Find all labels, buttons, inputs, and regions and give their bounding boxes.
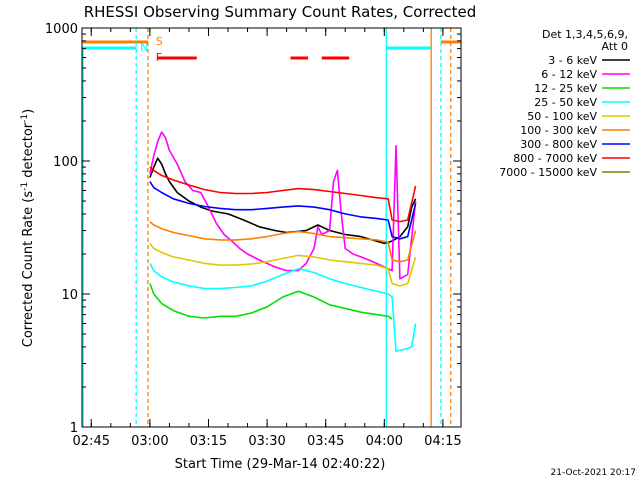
- flag-s-label: S: [156, 35, 163, 48]
- y-tick-label: 1: [70, 421, 78, 436]
- x-tick-label: 03:30: [248, 434, 285, 449]
- legend-entry-12-25-kev: 12 - 25 keV: [534, 82, 597, 95]
- y-axis-label-sup1: -1: [20, 182, 30, 191]
- y-axis-label-end: ): [21, 109, 36, 114]
- y-tick-label: 100: [53, 155, 78, 170]
- x-tick-label: 04:15: [424, 434, 461, 449]
- x-tick-label: 03:15: [190, 434, 227, 449]
- series-group: [149, 131, 417, 353]
- x-tick-label: 03:00: [131, 434, 168, 449]
- y-tick-label: 10: [61, 288, 78, 303]
- chart-title: RHESSI Observing Summary Count Rates, Co…: [84, 3, 477, 21]
- legend-header-1: Det 1,3,4,5,6,9,: [542, 28, 628, 41]
- series-line-6-12-kev: [149, 131, 417, 280]
- plot-frame: [81, 27, 462, 428]
- x-tick-label: 04:00: [366, 434, 403, 449]
- legend-entry-100-300-kev: 100 - 300 keV: [520, 124, 597, 137]
- footer-timestamp: 21-Oct-2021 20:17: [551, 468, 636, 478]
- flag-f-label: F: [156, 51, 162, 64]
- series-line-800-7000-kev: [149, 166, 417, 223]
- y-axis-label: Corrected Count Rate (s-1 detector-1): [20, 109, 36, 347]
- series-line-50-100-kev: [149, 242, 417, 287]
- legend-entry-7000-15000-kev: 7000 - 15000 keV: [499, 166, 597, 179]
- legend-entry-800-7000-kev: 800 - 7000 keV: [513, 152, 597, 165]
- x-axis-label: Start Time (29-Mar-14 02:40:22): [175, 457, 386, 472]
- series-line-12-25-kev: [149, 283, 393, 320]
- y-axis-label-sup2: -1: [20, 114, 30, 123]
- flag-lines: SNF: [82, 28, 461, 427]
- legend-entry-50-100-kev: 50 - 100 keV: [527, 110, 597, 123]
- series-line-300-800-kev: [149, 181, 417, 240]
- legend-entry-300-800-kev: 300 - 800 keV: [520, 138, 597, 151]
- y-axis-label-main: Corrected Count Rate (s: [21, 191, 36, 348]
- series-line-100-300-kev: [149, 220, 417, 263]
- flag-n-label: N: [140, 41, 148, 54]
- legend-entry-25-50-kev: 25 - 50 keV: [534, 96, 597, 109]
- legend-entry-3-6-kev: 3 - 6 keV: [548, 54, 597, 67]
- series-line-3-6-kev: [149, 157, 417, 245]
- x-tick-label: 02:45: [73, 434, 110, 449]
- x-tick-label: 03:45: [307, 434, 344, 449]
- legend-entry-6-12-kev: 6 - 12 keV: [541, 68, 597, 81]
- legend-header-2: Att 0: [602, 40, 628, 53]
- series-line-25-50-kev: [149, 263, 417, 353]
- axis-ticks: 02:45 03:00 03:15 03:30 03:45 04:00 04:15 1 10 10…: [45, 22, 462, 449]
- y-axis-label-mid: detector: [21, 122, 36, 182]
- y-tick-label: 1000: [45, 22, 78, 37]
